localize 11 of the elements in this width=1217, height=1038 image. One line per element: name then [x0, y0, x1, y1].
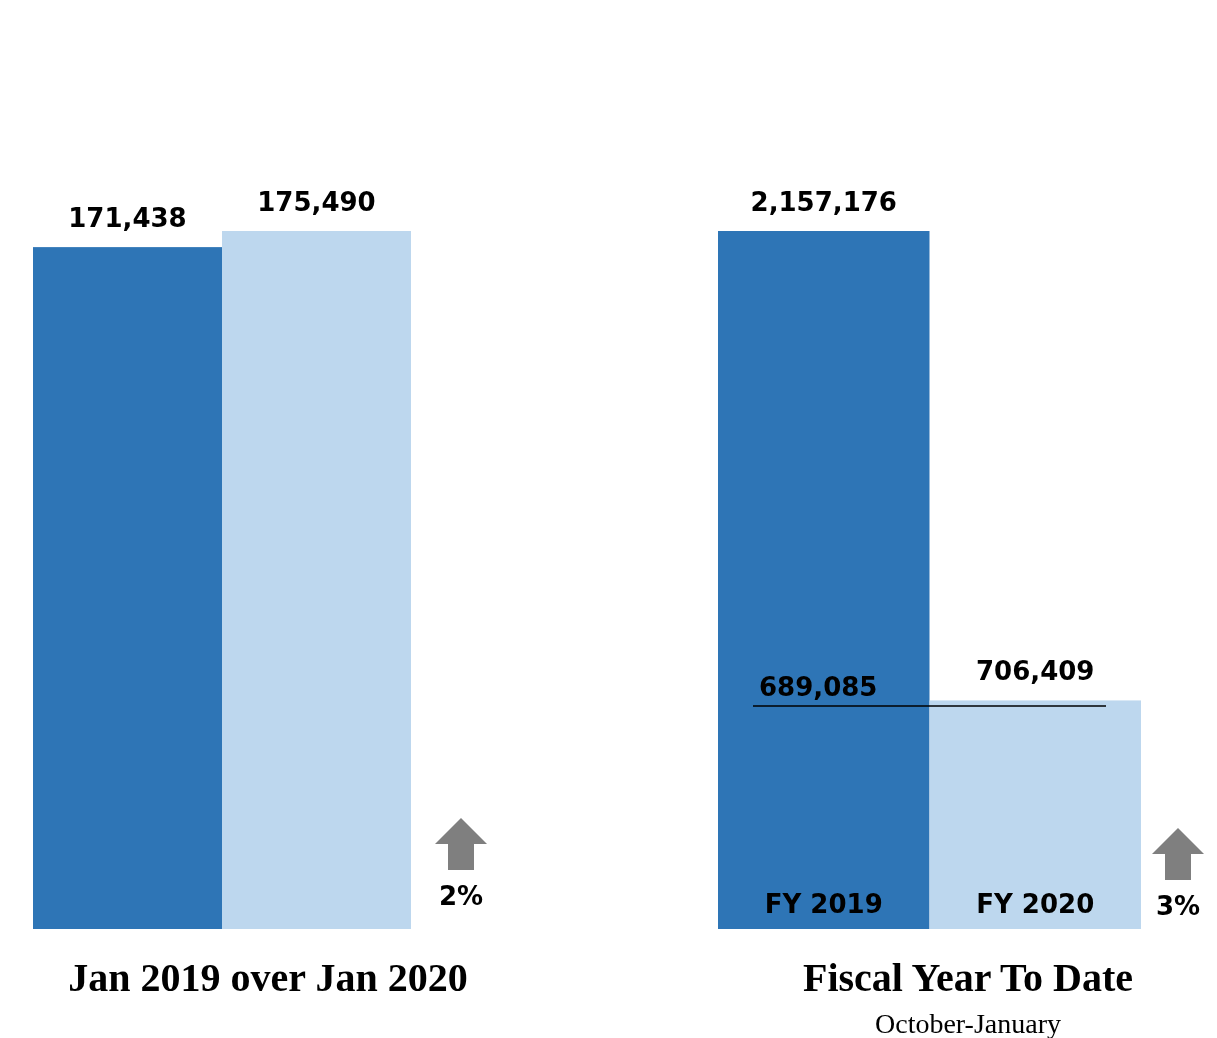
- text: 2%: [438, 881, 484, 911]
- x-tick-label: FY 2020: [976, 889, 1095, 919]
- data-label: 706,409: [976, 656, 1095, 687]
- data-label: 2,157,176: [750, 187, 897, 217]
- text: 3%: [1155, 891, 1201, 921]
- x-tick-label: FY 2019: [764, 889, 883, 919]
- data-label: 171,438: [68, 203, 187, 234]
- text: Jan 2019 over Jan 2020: [68, 955, 468, 1000]
- ref-line-label: 689,085: [759, 672, 878, 703]
- data-label: 175,490: [257, 187, 376, 217]
- text: Fiscal Year To Date: [803, 955, 1133, 1000]
